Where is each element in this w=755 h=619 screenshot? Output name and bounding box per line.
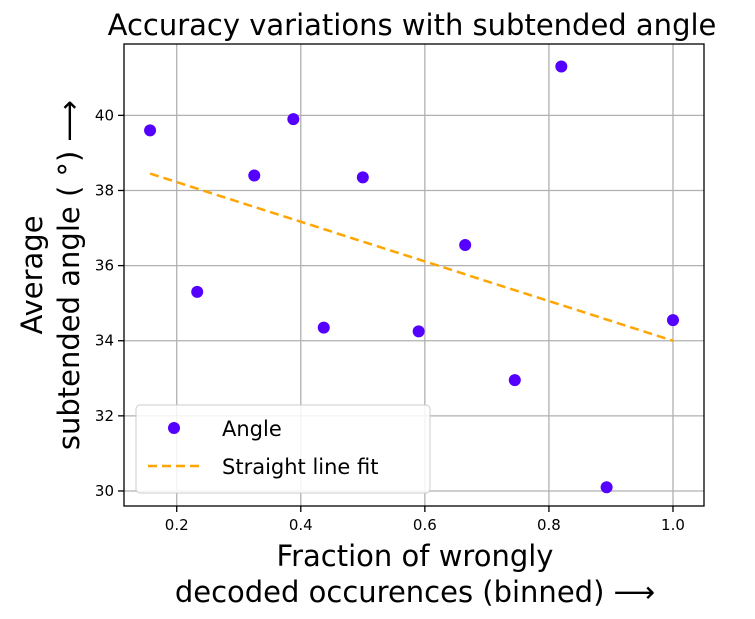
y-axis-label-line-1: Average bbox=[15, 215, 49, 334]
fit-line-layer bbox=[149, 172, 674, 342]
legend-marker-angle bbox=[168, 422, 180, 434]
x-tick-label: 0.4 bbox=[289, 516, 313, 534]
y-tick-label: 32 bbox=[95, 407, 114, 425]
data-point bbox=[600, 481, 613, 494]
chart-title: Accuracy variations with subtended angle bbox=[108, 8, 717, 42]
data-point bbox=[317, 321, 330, 334]
data-points bbox=[144, 60, 679, 494]
x-tick-label: 0.8 bbox=[537, 516, 561, 534]
y-axis-ticks: 30 32 34 36 38 40 bbox=[95, 106, 124, 500]
y-tick-label: 30 bbox=[95, 482, 114, 500]
plot-frame bbox=[123, 43, 705, 507]
x-axis-label-line-1: Fraction of wrongly bbox=[277, 539, 554, 573]
fit-line bbox=[149, 172, 674, 342]
x-tick-label: 0.2 bbox=[165, 516, 189, 534]
y-tick-label: 38 bbox=[95, 181, 114, 199]
data-point bbox=[508, 374, 521, 387]
x-axis-label-line-2: decoded occurences (binned) ⟶ bbox=[175, 575, 655, 609]
legend-label-angle: Angle bbox=[222, 417, 282, 441]
data-point bbox=[555, 60, 568, 73]
y-tick-label: 34 bbox=[95, 332, 114, 350]
data-point bbox=[412, 325, 425, 338]
legend-box bbox=[135, 404, 431, 494]
data-point bbox=[356, 171, 369, 184]
data-point bbox=[248, 169, 261, 182]
y-axis-label-line-2: subtended angle ( °) ⟶ bbox=[52, 100, 86, 450]
data-point bbox=[191, 285, 204, 298]
y-tick-label: 40 bbox=[95, 106, 114, 124]
data-point bbox=[287, 113, 300, 126]
y-tick-label: 36 bbox=[95, 257, 114, 275]
data-point bbox=[459, 238, 472, 251]
x-tick-label: 1.0 bbox=[661, 516, 685, 534]
x-tick-label: 0.6 bbox=[413, 516, 437, 534]
legend: Angle Straight line fit bbox=[135, 404, 431, 494]
data-point bbox=[666, 314, 679, 327]
x-axis-ticks: 0.2 0.4 0.6 0.8 1.0 bbox=[165, 506, 685, 534]
data-point bbox=[144, 124, 157, 137]
legend-label-fit: Straight line fit bbox=[222, 455, 379, 479]
